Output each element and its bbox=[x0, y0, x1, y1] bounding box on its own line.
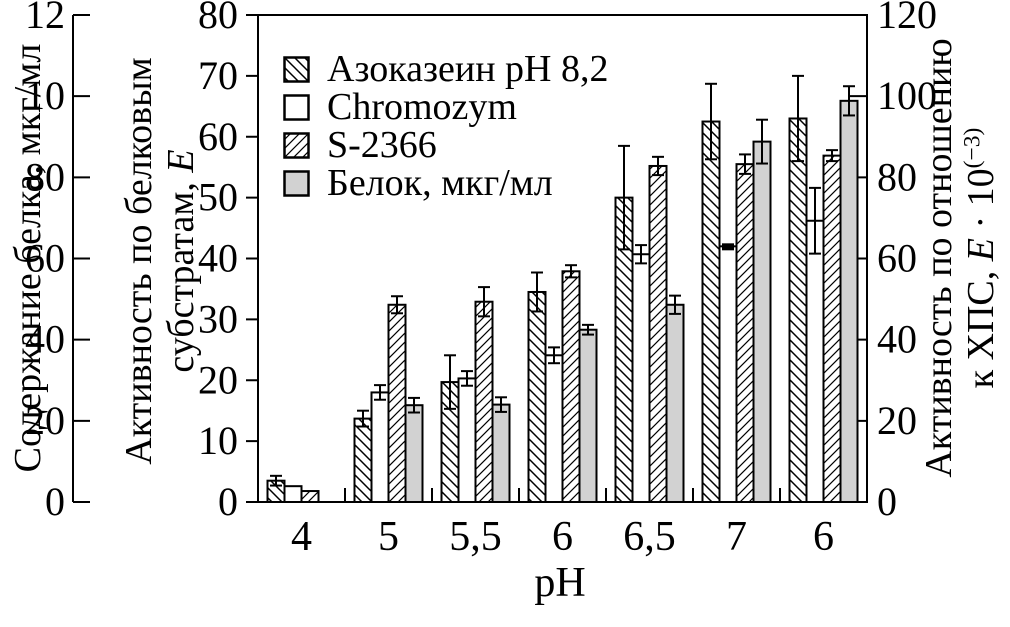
bar-chromozym-ph6,5 bbox=[631, 253, 651, 503]
x-tick-label: 4 bbox=[291, 514, 312, 560]
bar-belok-ph6 bbox=[839, 99, 859, 504]
right-title-line2: к ХПС, E · 10(−3) bbox=[959, 127, 1002, 389]
left-outer-tick-label: 12 bbox=[25, 0, 65, 37]
legend-swatch-hatch-backslash-icon bbox=[283, 55, 310, 83]
bar-s2366-ph6,5 bbox=[648, 164, 668, 503]
left-inner-tick-label: 40 bbox=[198, 236, 238, 281]
right-tick-label: 80 bbox=[877, 154, 917, 199]
bar-s2366-ph5 bbox=[387, 303, 407, 504]
left-outer-tick-label: 10 bbox=[25, 73, 65, 118]
bar-belok-ph6 bbox=[578, 328, 598, 503]
left-inner-tick-label: 0 bbox=[218, 479, 238, 524]
legend-item-s2366: S-2366 bbox=[283, 126, 608, 164]
left-inner-tick-label: 10 bbox=[198, 418, 238, 463]
legend-item-chromozym: Chromozym bbox=[283, 88, 608, 126]
x-tick-label: 5 bbox=[378, 514, 399, 560]
left-inner-tick-label: 30 bbox=[198, 296, 238, 341]
left-outer-tick-label: 0 bbox=[45, 479, 65, 524]
legend-item-azokazein: Азоказеин pH 8,2 bbox=[283, 50, 608, 88]
bar-s2366-ph6 bbox=[822, 154, 842, 503]
left-outer-tick-label: 80 bbox=[25, 154, 65, 199]
bar-s2366-ph4 bbox=[300, 490, 320, 504]
x-tick-label: 6 bbox=[813, 514, 834, 560]
legend-label: Белок, мкг/мл bbox=[327, 162, 553, 204]
right-title-line1: Активность по отношению bbox=[918, 38, 960, 478]
bar-chromozym-ph6 bbox=[805, 219, 825, 503]
x-tick-label: 6,5 bbox=[623, 514, 676, 560]
x-tick-label: 5,5 bbox=[449, 514, 502, 560]
left-inner-tick-label: 20 bbox=[198, 357, 238, 402]
x-axis-title: pH bbox=[534, 560, 586, 606]
bar-belok-ph6,5 bbox=[665, 303, 685, 504]
left-outer-tick-label: 60 bbox=[25, 236, 65, 281]
legend-swatch-white-icon bbox=[283, 93, 310, 121]
bar-azokazein-ph6 bbox=[527, 290, 547, 504]
bar-chromozym-ph5 bbox=[370, 391, 390, 503]
bar-chromozym-ph7 bbox=[718, 245, 738, 503]
left-inner-tick-label: 80 bbox=[198, 0, 238, 37]
bar-chromozym-ph5,5 bbox=[457, 377, 477, 503]
left-inner-tick-label: 60 bbox=[198, 114, 238, 159]
error-marker bbox=[722, 243, 734, 251]
right-tick-label: 40 bbox=[877, 317, 917, 362]
bar-s2366-ph6 bbox=[561, 270, 581, 503]
bar-azokazein-ph6 bbox=[788, 117, 808, 504]
left-inner-tick-label: 70 bbox=[198, 53, 238, 98]
bar-belok-ph5,5 bbox=[491, 403, 511, 504]
legend-item-belok: Белок, мкг/мл bbox=[283, 164, 608, 202]
left-outer-axis-title: Содержание белка, мкг/мл bbox=[7, 43, 49, 473]
legend: Азоказеин pH 8,2 Chromozym S-2366 Белок,… bbox=[283, 50, 608, 202]
bar-chromozym-ph6 bbox=[544, 354, 564, 504]
left-outer-tick-label: 20 bbox=[25, 398, 65, 443]
left-inner-tick-label: 50 bbox=[198, 175, 238, 220]
right-axis-title: Активность по отношению к ХПС, E · 10(−3… bbox=[918, 0, 1002, 538]
x-tick-label: 7 bbox=[726, 514, 747, 560]
legend-label: Chromozym bbox=[327, 86, 517, 128]
left-inner-title-line2: субстратам, E bbox=[160, 149, 202, 373]
bar-azokazein-ph5 bbox=[353, 417, 373, 504]
right-tick-label: 100 bbox=[877, 73, 937, 118]
bar-s2366-ph5,5 bbox=[474, 300, 494, 503]
right-tick-label: 20 bbox=[877, 398, 917, 443]
x-tick-label: 6 bbox=[552, 514, 573, 560]
bar-s2366-ph7 bbox=[735, 163, 755, 504]
left-outer-tick-label: 40 bbox=[25, 317, 65, 362]
left-inner-title-line1: Активность по белковым bbox=[118, 57, 160, 465]
legend-label: S-2366 bbox=[327, 124, 437, 166]
bar-belok-ph5 bbox=[404, 404, 424, 503]
legend-swatch-gray-icon bbox=[283, 169, 310, 197]
left-inner-axis-title: Активность по белковым субстратам, E bbox=[118, 1, 202, 521]
right-tick-label: 0 bbox=[877, 479, 897, 524]
legend-swatch-hatch-slash-icon bbox=[283, 131, 310, 159]
bar-azokazein-ph7 bbox=[701, 120, 721, 503]
right-tick-label: 120 bbox=[877, 0, 937, 37]
bar-belok-ph7 bbox=[752, 140, 772, 503]
bar-chromozym-ph4 bbox=[283, 485, 303, 503]
legend-label: Азоказеин pH 8,2 bbox=[327, 48, 609, 90]
right-tick-label: 60 bbox=[877, 236, 917, 281]
